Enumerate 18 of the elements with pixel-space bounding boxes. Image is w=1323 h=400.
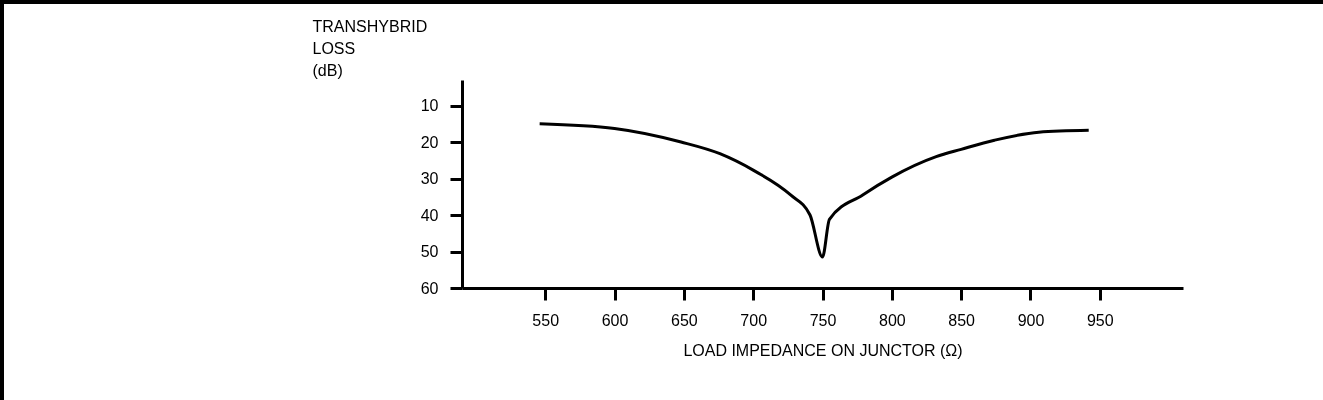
x-axis-title: LOAD IMPEDANCE ON JUNCTOR (Ω) bbox=[683, 341, 963, 359]
line-series bbox=[538, 122, 1091, 259]
y-tick-label: 40 bbox=[420, 206, 439, 224]
y-tick-label: 20 bbox=[420, 133, 439, 151]
x-tick-label: 550 bbox=[532, 311, 560, 329]
x-tick-label: 750 bbox=[809, 311, 837, 329]
x-tick-label: 950 bbox=[1086, 311, 1114, 329]
x-tick-label: 900 bbox=[1017, 311, 1045, 329]
y-axis-title: TRANSHYBRID LOSS (dB) bbox=[312, 17, 428, 79]
y-tick-label: 60 bbox=[420, 279, 439, 297]
y-tick-label: 30 bbox=[420, 170, 439, 188]
x-tick-label: 600 bbox=[601, 311, 629, 329]
x-tick-label: 650 bbox=[670, 311, 698, 329]
x-tick-label: 800 bbox=[878, 311, 906, 329]
x-tick-label: 700 bbox=[740, 311, 768, 329]
y-tick-label: 10 bbox=[420, 97, 439, 115]
y-tick-label: 50 bbox=[420, 243, 439, 261]
x-tick-label: 850 bbox=[948, 311, 976, 329]
